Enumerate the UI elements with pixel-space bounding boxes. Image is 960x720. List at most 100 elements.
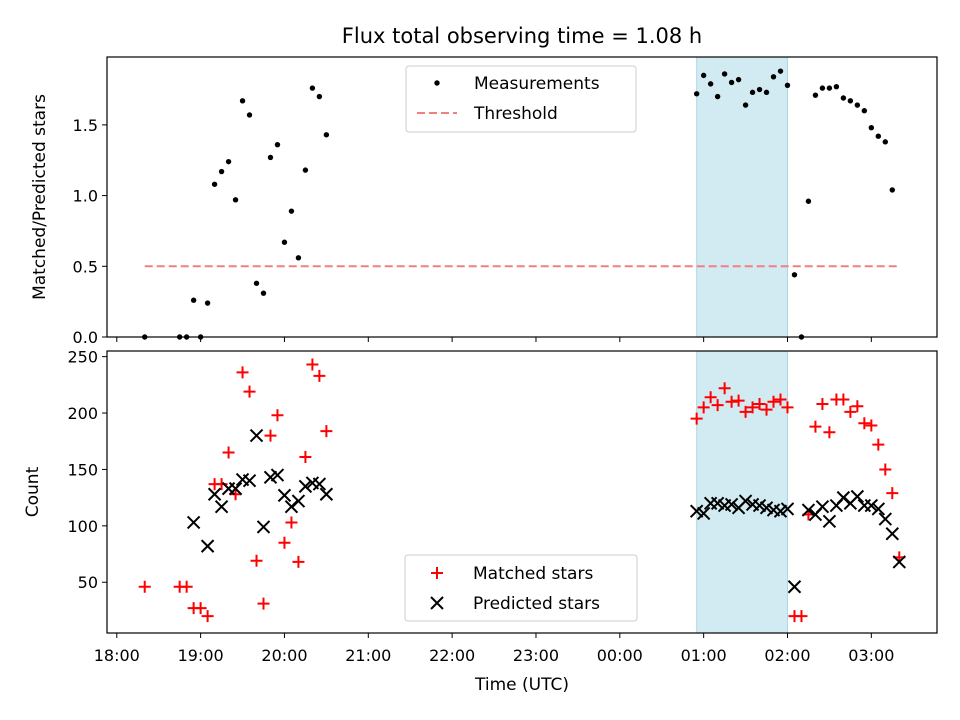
x-tick-label: 22:00 <box>429 646 475 665</box>
legend-matched-label: Matched stars <box>473 564 593 584</box>
matched-star-point <box>306 358 319 371</box>
matched-star-point <box>865 419 878 432</box>
matched-star-point <box>215 478 228 491</box>
predicted-stars-points <box>186 428 906 594</box>
measurement-point <box>239 98 246 104</box>
measurement-point <box>218 168 225 175</box>
predicted-star-point <box>256 520 271 534</box>
matched-star-point <box>711 399 724 412</box>
measurement-point <box>861 108 868 114</box>
predicted-star-point <box>312 477 327 491</box>
predicted-star-point <box>277 488 292 503</box>
y-tick-label: 100 <box>67 517 98 536</box>
predicted-star-point <box>249 428 264 443</box>
measurement-point <box>714 93 721 100</box>
measurement-point <box>749 89 756 96</box>
matched-stars-points <box>138 358 906 623</box>
y-tick-label: 1.0 <box>73 187 98 206</box>
measurement-point <box>763 89 770 96</box>
matched-star-point <box>704 391 717 404</box>
predicted-star-point <box>270 468 285 482</box>
measurement-point <box>693 91 700 97</box>
predicted-star-point <box>298 479 313 494</box>
matched-star-point <box>837 393 850 406</box>
bottom-y-ticks: 50 100 150 200 250 <box>67 348 107 592</box>
measurement-point <box>323 132 330 138</box>
matched-star-point <box>138 580 151 593</box>
measurement-point <box>819 85 826 91</box>
measurement-point <box>700 72 707 79</box>
bottom-y-axis-label: Count <box>23 466 43 517</box>
y-tick-label: 200 <box>67 404 98 423</box>
matched-star-point <box>816 398 829 411</box>
matched-star-point <box>781 401 794 414</box>
matched-star-point <box>774 393 787 406</box>
matched-star-point <box>292 555 305 568</box>
predicted-star-point <box>815 499 830 514</box>
measurement-point <box>742 102 749 108</box>
matched-star-point <box>320 425 333 438</box>
y-tick-label: 250 <box>67 348 98 367</box>
x-tick-label: 00:00 <box>597 646 643 665</box>
measurement-point <box>833 83 840 90</box>
predicted-star-point <box>291 494 306 508</box>
measurement-point <box>267 154 274 161</box>
measurement-point <box>805 198 812 204</box>
measurement-point <box>826 85 833 91</box>
matched-star-point <box>753 398 766 411</box>
measurement-point <box>854 102 861 108</box>
measurement-point <box>847 98 854 104</box>
measurement-point <box>707 81 714 87</box>
matched-star-point <box>264 429 277 442</box>
measurement-point <box>211 181 218 187</box>
matched-star-point <box>851 400 864 413</box>
matched-star-point <box>285 516 298 529</box>
measurement-point <box>260 290 267 296</box>
matched-star-point <box>795 610 808 623</box>
measurement-point <box>889 187 895 193</box>
matched-star-point <box>718 382 731 395</box>
predicted-star-point <box>319 487 334 501</box>
predicted-star-point <box>214 499 229 514</box>
y-tick-label: 50 <box>78 573 98 592</box>
top-y-axis-label: Matched/Predicted stars <box>30 94 50 300</box>
top-legend: Measurements Threshold <box>405 65 637 133</box>
predicted-star-point <box>724 497 739 512</box>
matched-star-point <box>879 463 892 476</box>
y-tick-label: 150 <box>67 460 98 479</box>
bottom-legend-box <box>404 554 638 622</box>
y-tick-label: 1.5 <box>73 116 98 135</box>
bottom-plot-frame <box>106 350 938 634</box>
measurement-point <box>721 71 728 77</box>
measurement-point <box>840 95 847 101</box>
measurement-point <box>756 86 763 93</box>
measurement-points <box>142 68 895 340</box>
matched-star-point <box>201 610 214 623</box>
legend-matched-marker <box>431 567 443 579</box>
matched-star-point <box>886 487 899 500</box>
legend-threshold-label: Threshold <box>473 104 558 124</box>
matched-star-point <box>872 438 885 451</box>
measurement-point <box>253 280 260 286</box>
matched-star-point <box>697 401 710 414</box>
predicted-star-point <box>200 539 215 553</box>
legend-measurements-label: Measurements <box>474 74 600 94</box>
predicted-star-point <box>738 494 753 508</box>
measurement-point <box>246 112 253 118</box>
measurement-point <box>274 141 281 148</box>
predicted-star-point <box>892 555 906 569</box>
matched-star-point <box>809 420 822 433</box>
matched-star-point <box>767 395 780 408</box>
measurement-point <box>735 76 742 83</box>
measurement-point <box>190 297 197 303</box>
x-tick-label: 18:00 <box>94 646 140 665</box>
matched-star-point <box>732 394 745 407</box>
measurement-point <box>882 139 888 145</box>
x-tick-label: 02:00 <box>764 646 810 665</box>
x-axis-label: Time (UTC) <box>474 675 569 695</box>
matched-star-point <box>222 446 235 459</box>
measurement-point <box>302 167 309 173</box>
legend-predicted-marker <box>430 596 444 610</box>
matched-star-point <box>746 401 759 414</box>
